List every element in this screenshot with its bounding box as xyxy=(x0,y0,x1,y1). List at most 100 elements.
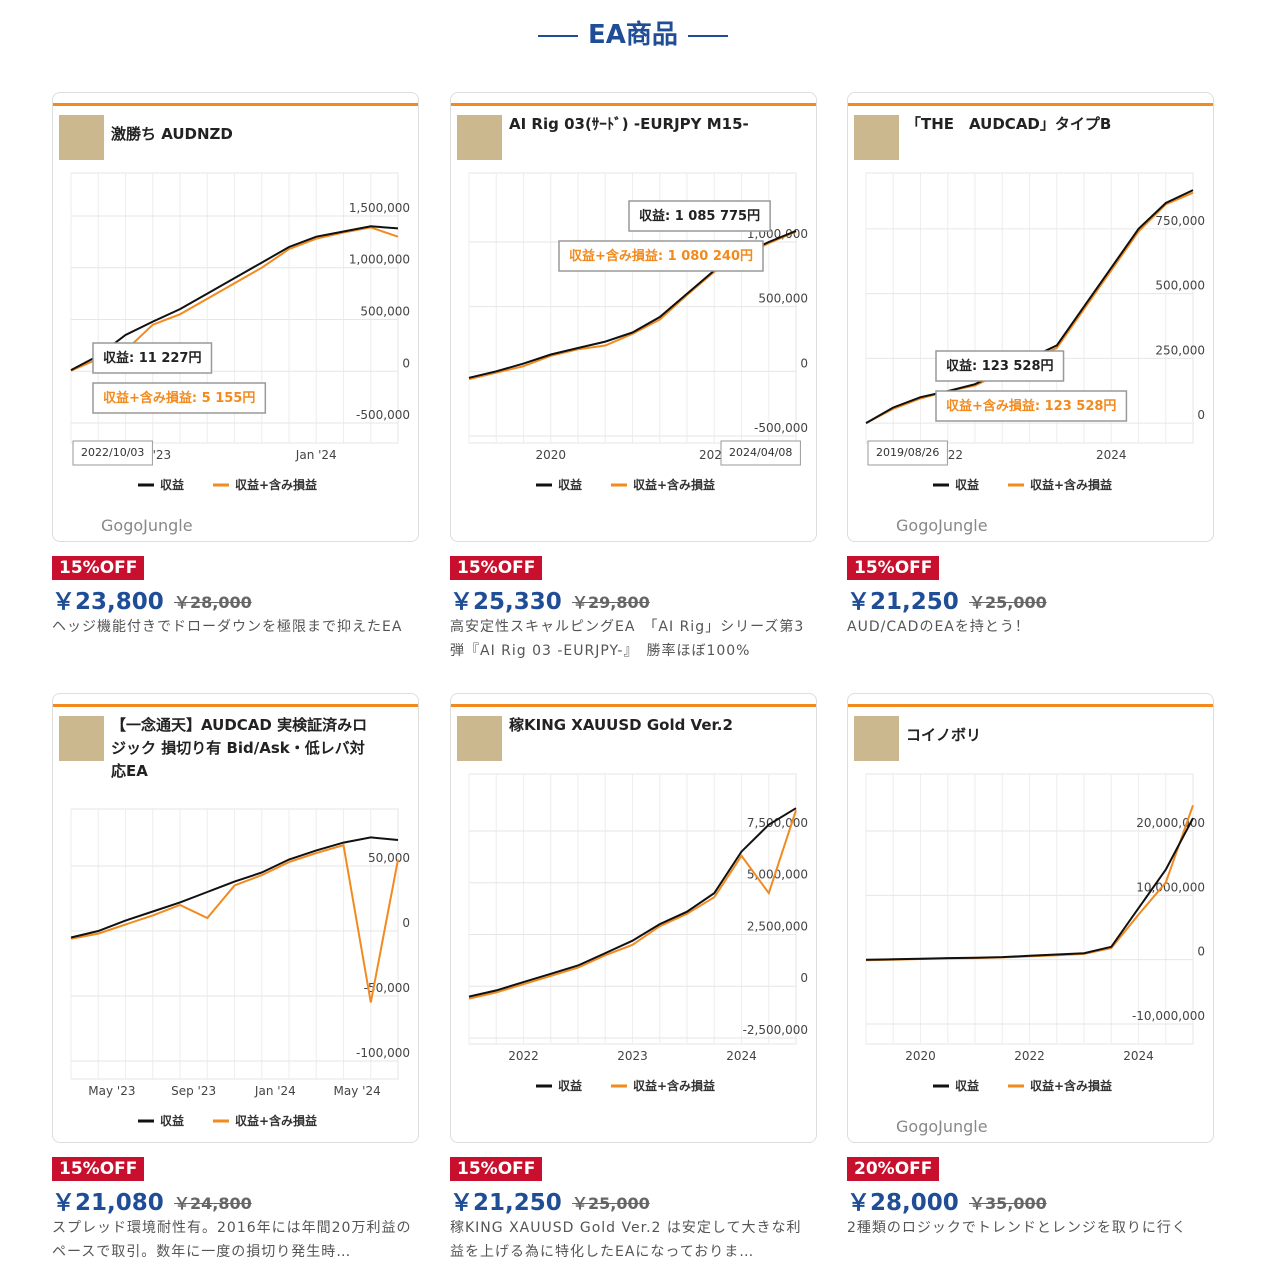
x-tick-label: Sep '23 xyxy=(171,1084,216,1098)
series-line xyxy=(70,843,399,1003)
crosshair-label: 2024/04/08 xyxy=(729,446,792,459)
legend-label: 収益 xyxy=(955,477,979,492)
x-tick-label: May '24 xyxy=(334,1084,381,1098)
x-tick-label: 2024 xyxy=(1123,1049,1154,1063)
x-tick-label: 2022 xyxy=(508,1049,539,1063)
product-icon xyxy=(854,716,899,761)
y-tick-label: -10,000,000 xyxy=(1132,1009,1205,1023)
watermark: GogoJungle xyxy=(101,516,193,535)
chart: 750,000500,000250,000020222024収益収益+含み損益収… xyxy=(865,172,1205,535)
description: ヘッジ機能付きでドローダウンを極限まで抑えたEA xyxy=(52,619,403,635)
x-tick-label: Jan '24 xyxy=(295,448,337,462)
product-card[interactable]: 【一念通天】AUDCAD 実検証済みロジック 損切り有 Bid/Ask・低レバ対… xyxy=(52,693,419,1143)
y-tick-label: 0 xyxy=(402,916,410,930)
y-tick-label: 0 xyxy=(800,356,808,370)
y-tick-label: 0 xyxy=(1197,945,1205,959)
x-tick-label: 2023 xyxy=(617,1049,648,1063)
chart: 20,000,000 10,000,000 0 -10,000,000 2020 2022… xyxy=(865,773,1205,1136)
tooltip-box xyxy=(558,240,764,272)
product-icon xyxy=(59,716,104,761)
tooltip-text: 収益: 1 085 775円 xyxy=(639,208,760,224)
price: ￥21,080 xyxy=(52,1190,164,1216)
y-tick-label: 2,500,000 xyxy=(747,919,808,933)
price: ￥23,800 xyxy=(52,589,164,615)
card-accent xyxy=(53,704,418,707)
y-tick-label: 20,000,000 xyxy=(1136,816,1205,830)
card-accent xyxy=(848,704,1213,707)
old-price: ￥28,000 xyxy=(174,593,252,612)
legend-label: 収益 xyxy=(955,1078,979,1093)
y-tick-label: -500,000 xyxy=(356,408,410,422)
y-tick-label: 500,000 xyxy=(360,304,410,318)
tooltip-text: 収益+含み損益: 5 155円 xyxy=(103,390,255,406)
discount-badge: 20%OFF xyxy=(847,1157,940,1181)
product-card[interactable]: コイノボリ 20,000,000 10,000,000 0 -10,000,000 202… xyxy=(847,693,1214,1143)
product-icon xyxy=(854,115,899,160)
tooltip-box xyxy=(628,200,771,232)
legend-label: 収益+含み損益 xyxy=(633,477,715,492)
card-accent xyxy=(451,704,816,707)
y-tick-label: 1,500,000 xyxy=(349,201,410,215)
y-tick-label: 50,000 xyxy=(368,851,410,865)
legend-label: 収益 xyxy=(160,477,184,492)
discount-badge: 15%OFF xyxy=(52,556,145,580)
y-tick-label: 0 xyxy=(800,971,808,985)
legend-label: 収益 xyxy=(558,477,582,492)
y-tick-label: -100,000 xyxy=(356,1046,410,1060)
card-accent xyxy=(451,103,816,106)
y-tick-label: -50,000 xyxy=(364,981,410,995)
y-tick-label: 1,000,000 xyxy=(349,253,410,267)
product-icon xyxy=(59,115,104,160)
y-tick-label: 500,000 xyxy=(1155,279,1205,293)
y-tick-label: 250,000 xyxy=(1155,343,1205,357)
legend-label: 収益+含み損益 xyxy=(633,1078,715,1093)
description: 2種類のロジックでトレンドとレンジを取りに行く xyxy=(847,1220,1187,1236)
x-tick-label: 2020 xyxy=(535,448,566,462)
product-card[interactable]: 「THE AUDCAD」タイプB 750,000 500,000 250,000 0 20… xyxy=(847,92,1214,542)
price: ￥21,250 xyxy=(847,589,959,615)
y-tick-label: 0 xyxy=(1197,408,1205,422)
watermark: GogoJungle xyxy=(896,516,988,535)
tooltip-text: 収益+含み損益: 1 080 240円 xyxy=(569,248,753,264)
legend-label: 収益 xyxy=(558,1078,582,1093)
legend-label: 収益+含み損益 xyxy=(235,1113,317,1128)
crosshair-box xyxy=(720,440,801,466)
description: AUD/CADのEAを持とう！ xyxy=(847,619,1030,635)
discount-badge: 15%OFF xyxy=(52,1157,145,1181)
y-tick-label: 10,000,000 xyxy=(1136,880,1205,894)
tooltip-text: 収益: 11 227円 xyxy=(103,350,201,366)
product-title: コイノボリ xyxy=(906,726,982,744)
series-line xyxy=(468,807,797,998)
series-line xyxy=(468,809,797,1000)
series-line xyxy=(70,836,399,939)
legend-label: 収益+含み損益 xyxy=(1030,477,1112,492)
description: スプレッド環境耐性有。2016年には年間20万利益のペースで取引。数年に一度の損… xyxy=(52,1220,412,1260)
product-card[interactable]: AI Rig 03(ｻｰﾄﾞ) -EURJPY M15- 1,000,000 500… xyxy=(450,92,817,542)
series-line xyxy=(70,225,399,371)
heading: EA商品 xyxy=(0,14,1266,51)
x-tick-label: 2024 xyxy=(1096,448,1127,462)
price: ￥21,250 xyxy=(450,1190,562,1216)
x-tick-label: 2024 xyxy=(726,1049,757,1063)
tooltip-box xyxy=(92,342,213,374)
legend-label: 収益+含み損益 xyxy=(235,477,317,492)
x-tick-label: Jan '24 xyxy=(254,1084,296,1098)
x-tick-label: 2020 xyxy=(905,1049,936,1063)
y-tick-label: 750,000 xyxy=(1155,214,1205,228)
y-tick-label: 7,500,000 xyxy=(747,816,808,830)
product-card[interactable]: 稼KING XAUUSD Gold Ver.2 7,500,000 5,000,00… xyxy=(450,693,817,1143)
product-title: 「THE AUDCAD」タイプB xyxy=(906,115,1112,133)
crosshair-label: 2019/08/26 xyxy=(876,446,939,459)
product-icon xyxy=(457,115,502,160)
product-card[interactable]: 激勝ち AUDNZD 1,500,000 1,000,000 500,000 0 -500… xyxy=(52,92,419,542)
product-title: AI Rig 03(ｻｰﾄﾞ) -EURJPY M15- xyxy=(509,115,749,133)
tooltip-box xyxy=(92,382,267,414)
y-tick-label: 500,000 xyxy=(758,292,808,306)
discount-badge: 15%OFF xyxy=(847,556,940,580)
x-tick-label: 2022 xyxy=(1014,1049,1045,1063)
crosshair-box xyxy=(72,440,153,466)
y-tick-label: -500,000 xyxy=(754,421,808,435)
